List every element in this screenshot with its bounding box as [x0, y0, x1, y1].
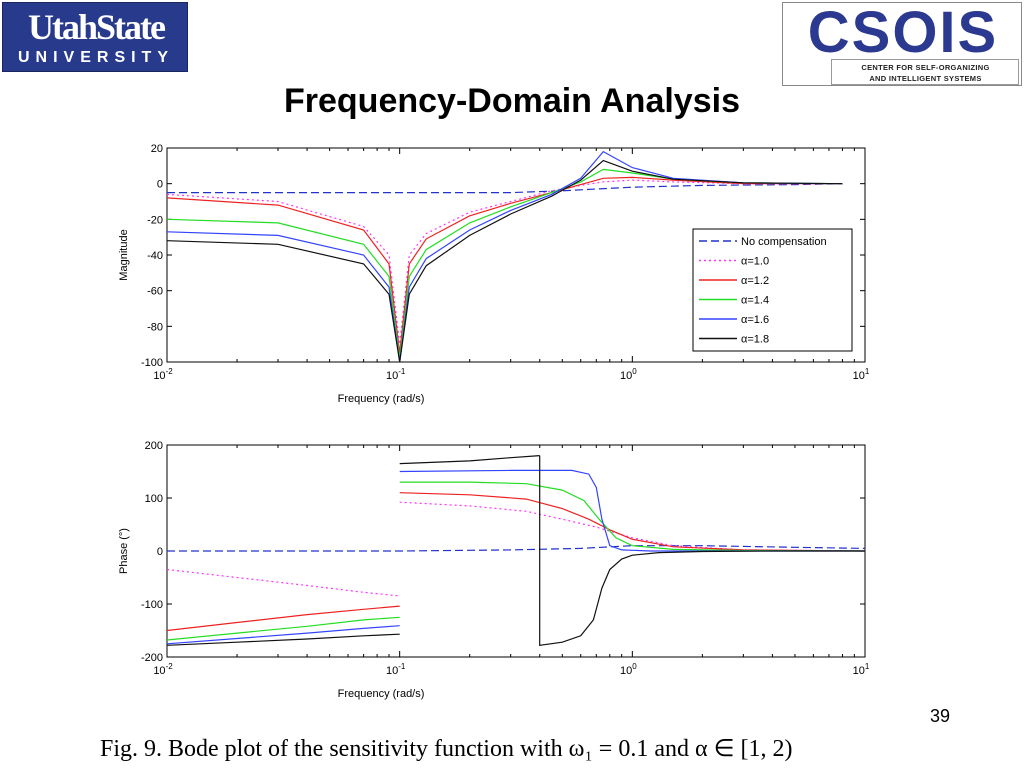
y-axis-label: Magnitude — [118, 229, 130, 280]
series-line--1-8 — [399, 455, 540, 465]
y-tick-label: 0 — [157, 546, 163, 558]
x-tick-label: 101 — [853, 367, 870, 382]
csois-subtitle-line-2: AND INTELLIGENT SYSTEMS — [869, 74, 982, 83]
legend-entry: No compensation — [741, 236, 827, 248]
y-tick-label: -200 — [141, 652, 163, 664]
series-line--1-2 — [167, 176, 843, 354]
x-axis-label: Frequency (rad/s) — [338, 688, 425, 700]
y-tick-label: -60 — [147, 286, 163, 298]
x-tick-label: 100 — [620, 662, 637, 677]
series-line--1-2 — [399, 492, 865, 552]
usu-logo-bottom-text: UNIVERSITY — [17, 49, 174, 66]
y-tick-label: 0 — [157, 179, 163, 191]
legend: No compensation α=1.0 α=1.2 α=1.4 α=1.6 α=1.8 — [692, 228, 853, 352]
y-tick-label: -40 — [147, 250, 163, 262]
csois-logo: CSOIS CENTER FOR SELF-ORGANIZING AND INT… — [782, 0, 1022, 86]
series-line--1-6 — [167, 625, 400, 645]
series-line--1-4 — [167, 616, 400, 641]
y-tick-label: 100 — [145, 493, 163, 505]
csois-subtitle-line-1: CENTER FOR SELF-ORGANIZING — [861, 63, 990, 72]
series-line--1-6 — [167, 150, 843, 362]
series-line-no-compensation — [167, 545, 865, 552]
series-line--1-0 — [167, 179, 843, 345]
slide-title: Frequency-Domain Analysis — [284, 82, 740, 120]
series-line--1-8 — [539, 455, 865, 646]
x-axis-label: Frequency (rad/s) — [338, 393, 425, 405]
y-tick-label: -100 — [141, 599, 163, 611]
series-line--1-2 — [167, 605, 400, 632]
x-tick-label: 10-2 — [153, 367, 173, 382]
y-tick-label: -20 — [147, 214, 163, 226]
series-line--1-8 — [167, 633, 400, 646]
y-tick-label: 20 — [151, 143, 163, 155]
slide-number: 39 — [930, 706, 951, 726]
legend-entry: α=1.6 — [741, 314, 769, 326]
y-tick-label: -80 — [147, 321, 163, 333]
x-tick-label: 10-2 — [153, 662, 173, 677]
figure-caption: Fig. 9. Bode plot of the sensitivity fun… — [100, 736, 793, 762]
series-line--1-6 — [399, 469, 865, 552]
legend-entry: α=1.4 — [741, 295, 769, 307]
series-line--1-4 — [167, 168, 843, 359]
series-line--1-8 — [167, 159, 843, 362]
series-line--1-4 — [399, 481, 865, 552]
x-tick-label: 10-1 — [386, 662, 406, 677]
csois-subtitle-box — [831, 59, 1019, 85]
y-tick-label: 200 — [145, 440, 163, 452]
y-tick-label: -100 — [141, 357, 163, 369]
legend-entry: α=1.0 — [741, 256, 769, 268]
x-tick-label: 10-1 — [386, 367, 406, 382]
series-line--1-0 — [167, 568, 400, 597]
x-tick-label: 100 — [620, 367, 637, 382]
legend-entry: α=1.2 — [741, 275, 769, 287]
series-line-no-compensation — [167, 183, 843, 194]
utah-state-logo: UtahState UNIVERSITY — [2, 2, 188, 72]
legend-entry: α=1.8 — [741, 334, 769, 346]
x-tick-label: 101 — [853, 662, 870, 677]
usu-logo-top-text: UtahState — [28, 7, 166, 47]
legend-box — [692, 228, 853, 352]
csois-logo-word: CSOIS — [807, 0, 999, 65]
y-axis-label: Phase (°) — [118, 528, 130, 574]
